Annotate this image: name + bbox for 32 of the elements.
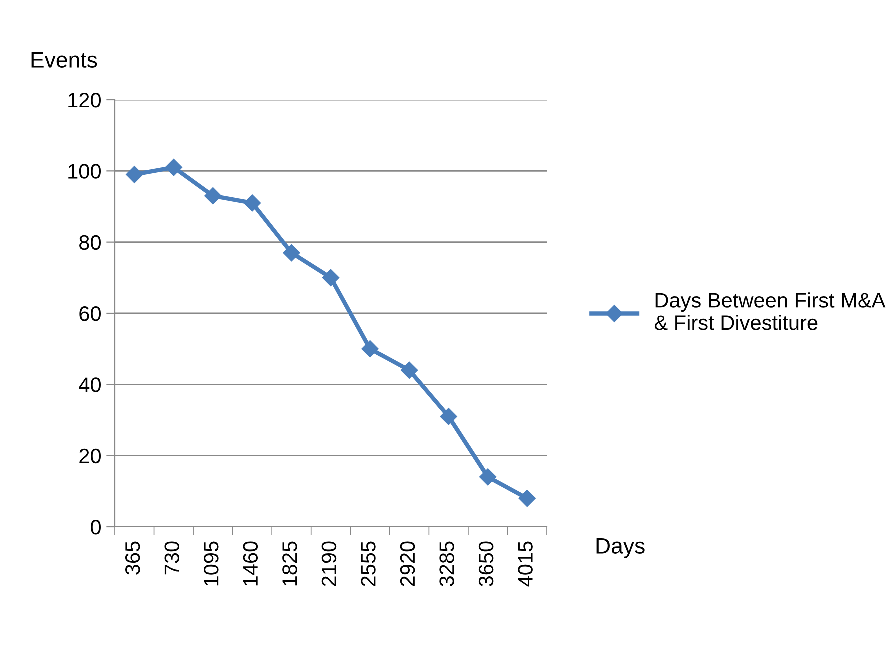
y-tick-label: 20 [80,448,101,464]
x-tick-label: 1460 [243,542,258,586]
y-tick-label: 60 [80,306,101,322]
x-tick-label: 3285 [440,542,454,586]
y-tick-label: 40 [79,378,101,392]
x-tick-label: 1095 [204,542,219,586]
x-tick-label: 4015 [518,542,533,587]
x-tick-label: 2555 [361,542,376,586]
point [204,188,222,205]
point [480,468,497,486]
x-tick-label: 365 [125,542,140,575]
point [400,362,418,379]
x-tick-label: 730 [164,542,180,575]
point [165,159,182,176]
x-tick-label: 2190 [322,542,337,586]
point [518,490,536,508]
x-tick-label: 3650 [478,542,494,586]
y-axis-title: Events [32,52,98,68]
y-tick-label: 0 [91,520,101,535]
x-tick-label: 2920 [400,542,416,586]
point [126,166,144,184]
point [362,340,379,358]
point [322,269,340,286]
point [283,244,300,262]
point [244,194,262,212]
legend-label: Days Between First M&A & First Divestiture [654,292,886,330]
x-tick-label: 1825 [282,542,298,586]
x-axis-title: Days [596,538,645,558]
y-tick-label: 120 [68,93,101,108]
y-tick-label: 80 [80,235,101,250]
point [440,408,458,426]
y-tick-label: 100 [68,164,101,179]
